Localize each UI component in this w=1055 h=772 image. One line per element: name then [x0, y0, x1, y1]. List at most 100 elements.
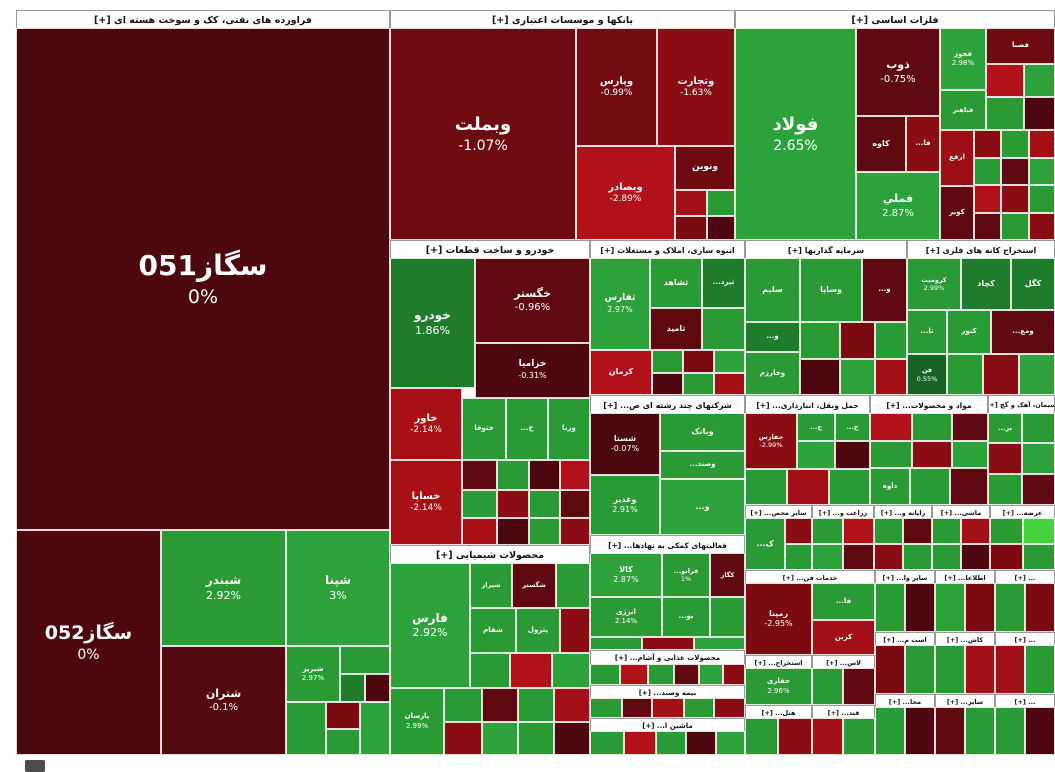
treemap-tile[interactable]	[812, 544, 843, 570]
sector-header-other-financial[interactable]: سایر وا... [+]	[882, 573, 928, 582]
treemap-tile[interactable]	[974, 185, 1001, 213]
treemap-tile[interactable]	[961, 544, 990, 570]
treemap-tile[interactable]	[470, 653, 510, 688]
treemap-tile[interactable]: ونوین	[675, 146, 735, 190]
treemap-tile[interactable]	[1024, 64, 1055, 97]
treemap-tile[interactable]: وبملت -1.07%	[390, 28, 576, 240]
treemap-tile[interactable]	[932, 518, 961, 544]
treemap-tile[interactable]	[684, 698, 714, 718]
sector-header-oil-extraction[interactable]: استخراج... [+]	[754, 658, 803, 667]
treemap-tile[interactable]	[444, 722, 482, 755]
treemap-tile[interactable]: سلیم	[745, 258, 800, 322]
treemap-tile[interactable]	[1029, 185, 1055, 213]
treemap-tile[interactable]: وبانک	[660, 413, 745, 451]
treemap-tile[interactable]: کگاز	[710, 553, 745, 597]
treemap-tile[interactable]	[707, 216, 735, 240]
treemap-tile[interactable]	[745, 718, 778, 755]
treemap-tile[interactable]	[745, 469, 787, 505]
treemap-tile[interactable]	[903, 544, 932, 570]
treemap-tile[interactable]	[560, 460, 590, 490]
treemap-tile[interactable]	[990, 544, 1023, 570]
treemap-tile[interactable]: کگل	[1011, 258, 1055, 310]
treemap-tile[interactable]: شپنا 3%	[286, 530, 390, 646]
treemap-tile[interactable]: پترول	[516, 608, 560, 653]
treemap-tile[interactable]: فصبا	[986, 28, 1055, 64]
treemap-tile[interactable]	[812, 518, 843, 544]
sector-header-financial-aux[interactable]: فعالیتهای کمکی به نهادها... [+]	[608, 540, 727, 550]
treemap-tile[interactable]: ثپرد...	[702, 258, 745, 308]
treemap-tile[interactable]: خودرو 1.86%	[390, 258, 475, 388]
treemap-tile[interactable]: فا...	[906, 116, 940, 172]
treemap-tile[interactable]	[875, 707, 905, 755]
treemap-tile[interactable]: ثشاهد	[650, 258, 702, 308]
treemap-tile[interactable]	[835, 441, 870, 469]
treemap-tile[interactable]	[529, 460, 560, 490]
treemap-tile[interactable]: ومع...	[991, 310, 1055, 354]
treemap-tile[interactable]	[935, 707, 965, 755]
treemap-tile[interactable]	[365, 674, 390, 702]
treemap-tile[interactable]: خساپا -2.14%	[390, 460, 462, 545]
sector-header-tech-services[interactable]: خدمات فن... [+]	[782, 573, 838, 582]
treemap-tile[interactable]	[1025, 707, 1055, 755]
treemap-tile[interactable]	[1022, 413, 1055, 443]
sector-header-cement[interactable]: سیمان، آهک و گچ [+]	[989, 401, 1054, 409]
sector-header-realestate[interactable]: انبوه سازی، املاک و مستغلات [+]	[600, 245, 735, 255]
treemap-tile[interactable]	[912, 413, 952, 441]
sector-header-rubber[interactable]: لاس... [+]	[826, 658, 861, 667]
treemap-tile[interactable]: وغدیر 2.91%	[590, 475, 660, 535]
treemap-tile[interactable]	[462, 460, 497, 490]
treemap-tile[interactable]	[1001, 213, 1029, 240]
sector-header-est-m[interactable]: است م... [+]	[883, 635, 927, 644]
treemap-tile[interactable]	[675, 216, 707, 240]
treemap-tile[interactable]	[875, 583, 905, 632]
treemap-tile[interactable]	[875, 322, 907, 359]
treemap-tile[interactable]: خاور -2.14%	[390, 388, 462, 460]
treemap-tile[interactable]: فولاد 2.65%	[735, 28, 856, 240]
treemap-tile[interactable]: ثامید	[650, 308, 702, 350]
sector-header-telecom[interactable]: مخا... [+]	[888, 697, 922, 706]
treemap-tile[interactable]: وصند...	[660, 451, 745, 479]
treemap-tile[interactable]	[497, 518, 529, 545]
treemap-tile[interactable]	[590, 698, 622, 718]
treemap-tile[interactable]	[905, 707, 935, 755]
treemap-tile[interactable]	[840, 322, 875, 359]
treemap-tile[interactable]	[840, 359, 875, 395]
treemap-tile[interactable]	[518, 688, 554, 722]
treemap-tile[interactable]	[590, 637, 642, 650]
treemap-tile[interactable]: وبصادر -2.89%	[576, 146, 675, 240]
treemap-tile[interactable]	[702, 308, 745, 350]
treemap-tile[interactable]	[875, 645, 905, 694]
treemap-tile[interactable]	[723, 664, 745, 685]
treemap-tile[interactable]: ارفع	[940, 130, 974, 186]
treemap-tile[interactable]	[988, 474, 1022, 505]
sector-header-ceramic[interactable]: کاش... [+]	[946, 635, 984, 644]
treemap-tile[interactable]	[874, 544, 903, 570]
treemap-tile[interactable]: شگستر	[512, 563, 556, 608]
treemap-tile[interactable]	[995, 707, 1025, 755]
treemap-tile[interactable]	[716, 731, 745, 755]
treemap-tile[interactable]	[947, 354, 983, 395]
treemap-tile[interactable]	[497, 460, 529, 490]
treemap-tile[interactable]	[694, 637, 745, 650]
treemap-tile[interactable]	[974, 130, 1001, 158]
sector-header-investments[interactable]: سرمایه گذاریها [+]	[787, 245, 865, 255]
sector-header-supply[interactable]: عرضه... [+]	[1002, 508, 1043, 517]
treemap-tile[interactable]: حفاری 2.96%	[745, 668, 812, 705]
sector-header-misc-1[interactable]: ... [+]	[1014, 573, 1036, 582]
treemap-tile[interactable]	[624, 731, 656, 755]
treemap-tile[interactable]	[1023, 518, 1055, 544]
treemap-tile[interactable]	[800, 359, 840, 395]
treemap-tile[interactable]	[1022, 474, 1055, 505]
treemap-tile[interactable]	[829, 469, 870, 505]
treemap-tile[interactable]	[656, 731, 686, 755]
treemap-tile[interactable]	[675, 190, 707, 216]
treemap-tile[interactable]	[952, 441, 988, 468]
treemap-tile[interactable]	[812, 718, 843, 755]
treemap-tile[interactable]: و...	[745, 322, 800, 352]
treemap-tile[interactable]: شبندر 2.92%	[161, 530, 286, 646]
sector-header-pharma[interactable]: مواد و محصولات... [+]	[886, 400, 972, 410]
treemap-tile[interactable]	[1001, 185, 1029, 213]
treemap-tile[interactable]: بو...	[662, 597, 710, 637]
treemap-tile[interactable]	[1029, 158, 1055, 185]
sector-header-misc-3[interactable]: ... [+]	[1014, 697, 1036, 706]
